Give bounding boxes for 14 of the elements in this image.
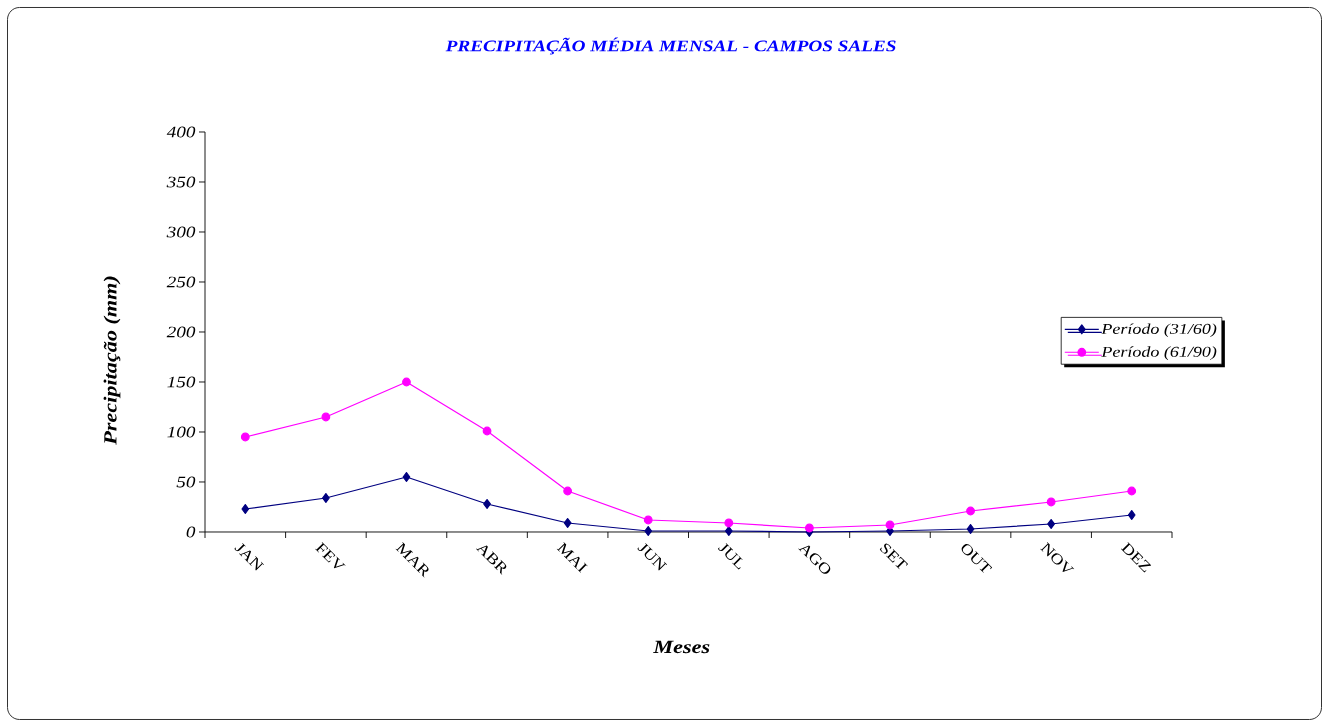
y-tick-label: 350 (166, 176, 196, 188)
y-tick-label: 400 (166, 126, 196, 138)
y-tick-label: 200 (166, 326, 196, 338)
y-tick-label: 100 (167, 426, 196, 438)
legend-label: Período (61/90) (1101, 346, 1217, 360)
legend-label: Período (31/60) (1101, 323, 1217, 338)
y-tick-label: 50 (176, 476, 196, 488)
y-tick-label: 150 (167, 376, 196, 388)
x-axis-title: Meses (653, 640, 710, 654)
y-tick-label: 0 (186, 526, 196, 538)
y-tick-label: 300 (166, 226, 196, 238)
chart-title: PRECIPITAÇÃO MÉDIA MENSAL - CAMPOS SALES (445, 37, 896, 55)
y-tick-label: 250 (166, 276, 196, 288)
y-axis-title: Precipitação (mm) (103, 276, 121, 445)
